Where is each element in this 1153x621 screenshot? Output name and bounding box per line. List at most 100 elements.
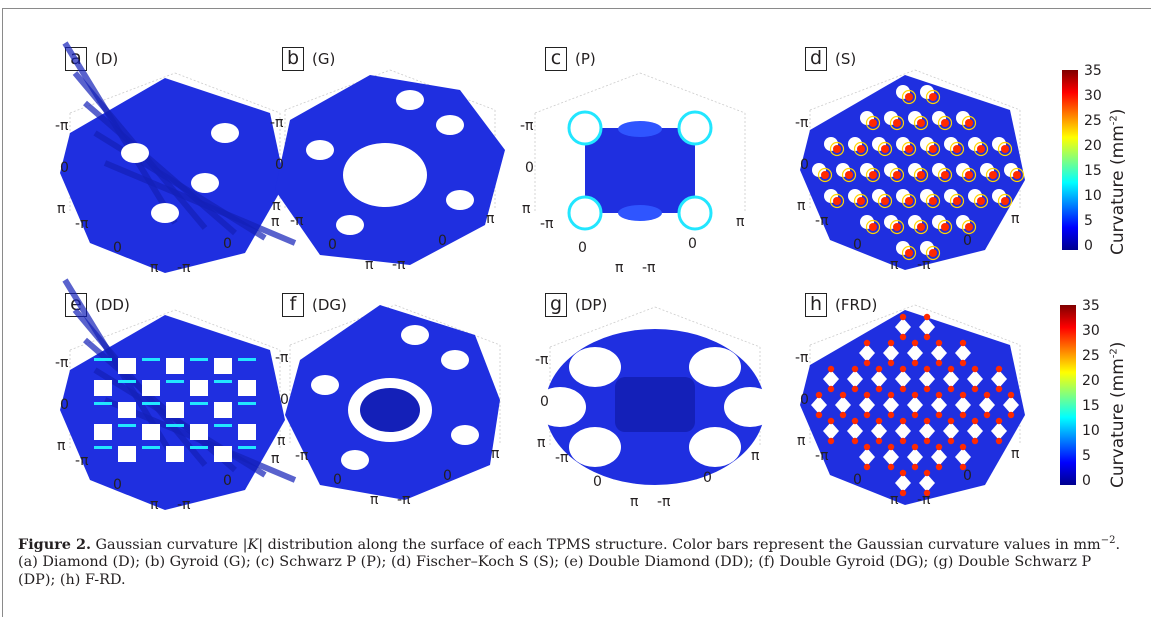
tick-label: 0 <box>853 472 862 488</box>
tick-label: π <box>57 201 66 217</box>
tick-label: 0 <box>60 160 69 176</box>
tick-label: π <box>797 198 806 214</box>
colorbar-tick-label: 25 <box>1084 113 1102 129</box>
colorbar-tick-label: 20 <box>1084 138 1102 154</box>
panel-letter-h: h <box>805 293 827 317</box>
tick-label: π <box>736 214 745 230</box>
colorbar-gradient-top <box>1062 70 1078 250</box>
colorbar-gradient-bottom <box>1060 305 1076 485</box>
tick-label: -π <box>177 260 191 276</box>
surface-plot-e <box>60 278 297 510</box>
tick-label: π <box>1011 446 1020 462</box>
tick-label: -π <box>535 352 549 368</box>
tick-label: 0 <box>703 470 712 486</box>
panel-abbr-e: (DD) <box>95 296 130 314</box>
colorbar-title-top: Curvature (mm-2) <box>1108 108 1128 255</box>
surface-plot-f <box>285 304 501 500</box>
tick-label: 0 <box>328 237 337 253</box>
tick-label: 0 <box>60 397 69 413</box>
surface-plot-d <box>800 69 1025 270</box>
tick-label: π <box>890 492 899 508</box>
tick-label: -π <box>540 216 554 232</box>
tick-label: -π <box>795 350 809 366</box>
tick-label: -π <box>397 492 411 508</box>
tick-label: 0 <box>800 157 809 173</box>
tick-label: 0 <box>223 236 232 252</box>
tick-label: -π <box>75 216 89 232</box>
tick-label: 0 <box>223 473 232 489</box>
surface-plot-h <box>800 304 1025 505</box>
tick-label: π <box>890 257 899 273</box>
tick-label: -π <box>795 115 809 131</box>
caption-unit-sup: −2 <box>1100 535 1116 546</box>
tick-label: 0 <box>113 240 122 256</box>
tick-label: 0 <box>333 472 342 488</box>
tick-label: -π <box>55 118 69 134</box>
panel-abbr-c: (P) <box>575 50 596 68</box>
tick-label: π <box>365 257 374 273</box>
tick-label: π <box>57 438 66 454</box>
tick-label: π <box>150 497 159 513</box>
colorbar-tick-label: 15 <box>1084 163 1102 179</box>
tick-label: -π <box>520 118 534 134</box>
tick-label: 0 <box>963 233 972 249</box>
panel-letter-f: f <box>282 293 304 317</box>
tick-label: π <box>630 494 639 510</box>
surface-plot-b <box>275 69 505 265</box>
caption-text-2: | distribution along the surface of each… <box>258 536 1101 553</box>
tick-label: π <box>522 201 531 217</box>
colorbar-tick-label: 35 <box>1082 298 1100 314</box>
tick-label: 0 <box>963 468 972 484</box>
tick-label: 0 <box>525 160 534 176</box>
colorbar-tick-label: 0 <box>1084 238 1093 254</box>
figure-frame <box>2 8 1151 617</box>
tick-label: -π <box>917 257 931 273</box>
colorbar-tick-label: 20 <box>1082 373 1100 389</box>
tick-label: -π <box>815 213 829 229</box>
colorbar-tick-label: 30 <box>1084 88 1102 104</box>
tick-label: -π <box>917 492 931 508</box>
tick-label: 0 <box>113 477 122 493</box>
colorbar-tick-label: 5 <box>1084 213 1093 229</box>
tick-label: 0 <box>280 392 289 408</box>
colorbar-tick-label: 10 <box>1082 423 1100 439</box>
panel-abbr-a: (D) <box>95 50 119 68</box>
caption-var: K <box>247 536 259 553</box>
tick-label: -π <box>657 494 671 510</box>
colorbar-tick-label: 35 <box>1084 63 1102 79</box>
tick-label: 0 <box>800 392 809 408</box>
tick-label: π <box>615 260 624 276</box>
panel-abbr-f: (DG) <box>312 296 347 314</box>
colorbar-tick-label: 25 <box>1082 348 1100 364</box>
tick-label: π <box>272 198 281 214</box>
panel-letter-b: b <box>282 47 304 71</box>
panel-abbr-g: (DP) <box>575 296 608 314</box>
tick-label: π <box>271 451 280 467</box>
tick-label: 0 <box>275 157 284 173</box>
tick-label: 0 <box>688 236 697 252</box>
tick-label: π <box>751 448 760 464</box>
figure-caption: Figure 2. Gaussian curvature |K| distrib… <box>18 532 1133 589</box>
tick-label: π <box>1011 211 1020 227</box>
tick-label: -π <box>642 260 656 276</box>
caption-label: Figure 2. <box>18 535 91 553</box>
tick-label: π <box>537 435 546 451</box>
tick-label: -π <box>275 350 289 366</box>
tick-label: 0 <box>578 240 587 256</box>
tick-label: -π <box>290 213 304 229</box>
panel-letter-g: g <box>545 293 567 317</box>
tick-label: π <box>370 492 379 508</box>
panel-abbr-d: (S) <box>835 50 857 68</box>
colorbar-tick-label: 10 <box>1084 188 1102 204</box>
tick-label: π <box>277 433 286 449</box>
tick-label: -π <box>555 450 569 466</box>
tick-label: π <box>486 211 495 227</box>
tick-label: -π <box>815 448 829 464</box>
colorbar-title-bottom: Curvature (mm-2) <box>1108 341 1128 488</box>
panel-abbr-h: (FRD) <box>835 296 878 314</box>
tick-label: -π <box>177 497 191 513</box>
surface-plot-a <box>60 41 297 273</box>
tick-label: 0 <box>443 468 452 484</box>
caption-text-3: . (a) Diamond (D); (b) Gyroid (G); (c) S… <box>18 536 1121 588</box>
panel-letter-c: c <box>545 47 567 71</box>
